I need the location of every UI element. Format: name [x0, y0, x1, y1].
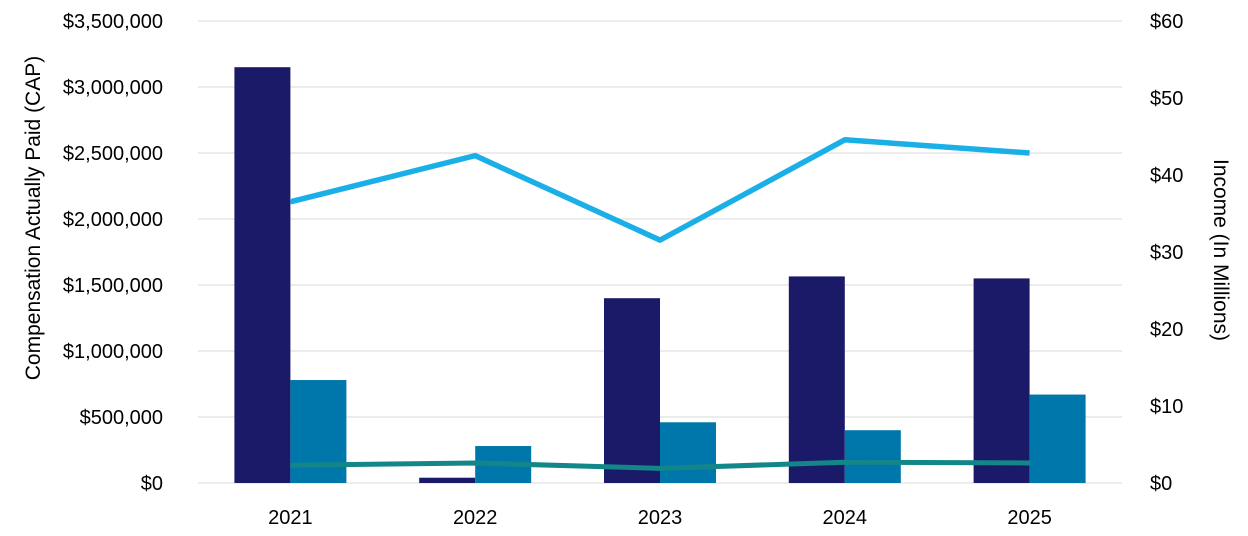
- bar-2024-1: [788, 276, 845, 483]
- y-tick-label: $1,500,000: [63, 275, 163, 297]
- bar-2025-1: [973, 278, 1030, 483]
- x-tick-label: 2024: [823, 507, 868, 529]
- y-tick-label: $2,500,000: [63, 143, 163, 165]
- y2-axis-ticks: $0 $10 $20 $30 $40 $50 $60: [1150, 11, 1183, 495]
- y-axis-label: Compensation Actually Paid (CAP): [22, 56, 45, 381]
- bar-2025-2: [1029, 394, 1086, 483]
- y2-tick-label: $50: [1150, 88, 1183, 110]
- x-tick-label: 2025: [1007, 507, 1052, 529]
- y-tick-label: $500,000: [80, 407, 163, 429]
- series-line-1: [289, 137, 1030, 243]
- y-tick-label: $3,000,000: [63, 77, 163, 99]
- y2-tick-label: $30: [1150, 242, 1183, 264]
- y-tick-label: $1,000,000: [63, 341, 163, 363]
- y2-axis-label: Income (In Millions): [1209, 159, 1232, 341]
- series-line-2: [290, 459, 1030, 471]
- y2-tick-label: $40: [1150, 165, 1183, 187]
- y-axis-ticks: $0 $500,000 $1,000,000 $1,500,000 $2,000,000…: [63, 11, 163, 495]
- bar-2024-2: [844, 430, 901, 483]
- x-tick-label: 2022: [453, 507, 498, 529]
- y-tick-label: $3,500,000: [63, 11, 163, 33]
- y-tick-label: $2,000,000: [63, 209, 163, 231]
- bar-2023-1: [604, 298, 660, 483]
- x-tick-label: 2021: [268, 507, 313, 529]
- x-tick-label: 2023: [638, 507, 683, 529]
- y2-tick-label: $20: [1150, 319, 1183, 341]
- bar-2022-1: [419, 477, 476, 483]
- y-tick-label: $0: [141, 473, 163, 495]
- bar-2021-1: [234, 67, 291, 483]
- lines: [289, 137, 1030, 471]
- x-axis-ticks: 2021 2022 2023 2024 2025: [268, 507, 1052, 529]
- bars: [234, 67, 1086, 483]
- y2-tick-label: $0: [1150, 473, 1172, 495]
- y2-tick-label: $10: [1150, 396, 1183, 418]
- y2-tick-label: $60: [1150, 11, 1183, 33]
- bar-2023-2: [660, 422, 716, 483]
